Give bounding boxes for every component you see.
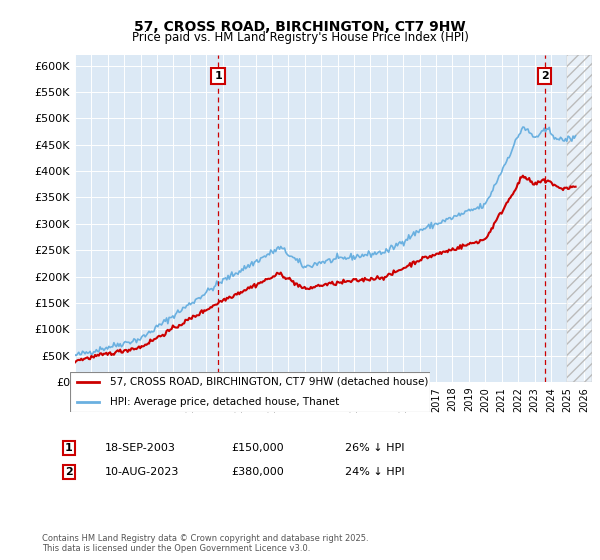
Text: 26% ↓ HPI: 26% ↓ HPI xyxy=(345,443,404,453)
Text: £380,000: £380,000 xyxy=(231,467,284,477)
FancyBboxPatch shape xyxy=(70,372,430,412)
Text: 2: 2 xyxy=(541,71,548,81)
Text: HPI: Average price, detached house, Thanet: HPI: Average price, detached house, Than… xyxy=(110,397,339,407)
Bar xyxy=(568,55,592,382)
Text: Contains HM Land Registry data © Crown copyright and database right 2025.
This d: Contains HM Land Registry data © Crown c… xyxy=(42,534,368,553)
Text: Price paid vs. HM Land Registry's House Price Index (HPI): Price paid vs. HM Land Registry's House … xyxy=(131,31,469,44)
Text: £150,000: £150,000 xyxy=(231,443,284,453)
Text: 18-SEP-2003: 18-SEP-2003 xyxy=(105,443,176,453)
Text: 2: 2 xyxy=(65,467,73,477)
Text: 57, CROSS ROAD, BIRCHINGTON, CT7 9HW (detached house): 57, CROSS ROAD, BIRCHINGTON, CT7 9HW (de… xyxy=(110,377,428,387)
Text: 24% ↓ HPI: 24% ↓ HPI xyxy=(345,467,404,477)
Text: 10-AUG-2023: 10-AUG-2023 xyxy=(105,467,179,477)
Text: 1: 1 xyxy=(65,443,73,453)
Text: 1: 1 xyxy=(214,71,222,81)
Bar xyxy=(568,55,592,382)
Text: 57, CROSS ROAD, BIRCHINGTON, CT7 9HW: 57, CROSS ROAD, BIRCHINGTON, CT7 9HW xyxy=(134,20,466,34)
